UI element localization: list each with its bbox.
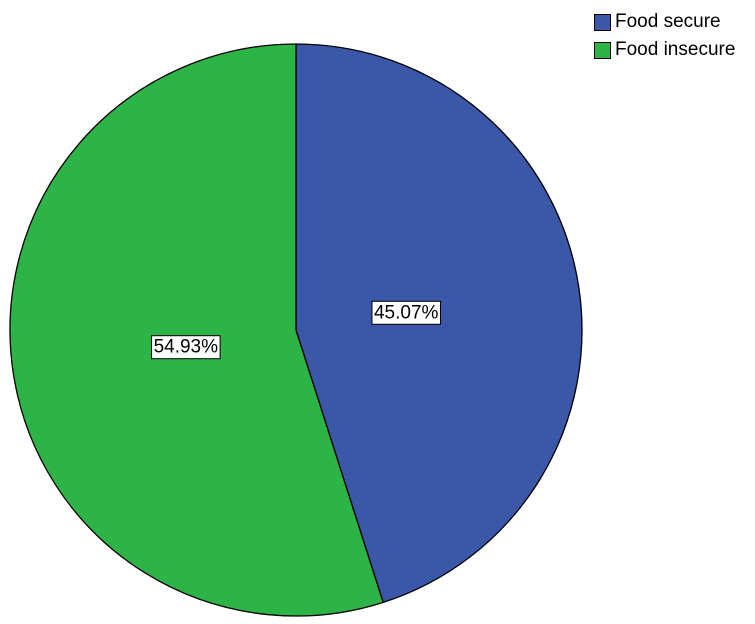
pie-slice-food-insecure [9, 43, 384, 617]
data-label-food-secure: 45.07% [371, 300, 442, 325]
legend-label-food-insecure: Food insecure [615, 39, 736, 60]
data-label-box-food-insecure [151, 335, 221, 360]
legend-item-food-insecure: Food insecure [594, 36, 735, 64]
data-label-text-food-secure: 45.07% [374, 302, 439, 323]
legend-swatch-food-secure [594, 13, 611, 31]
data-label-box-food-secure [371, 300, 442, 325]
legend-label-food-secure: Food secure [615, 11, 721, 32]
data-label-food-insecure: 54.93% [151, 335, 221, 360]
legend: Food secure Food insecure [594, 8, 735, 64]
data-labels: 45.07% 54.93% [151, 300, 442, 360]
legend-swatch-food-insecure [594, 41, 611, 59]
legend-item-food-secure: Food secure [594, 8, 735, 36]
data-label-text-food-insecure: 54.93% [154, 337, 219, 358]
